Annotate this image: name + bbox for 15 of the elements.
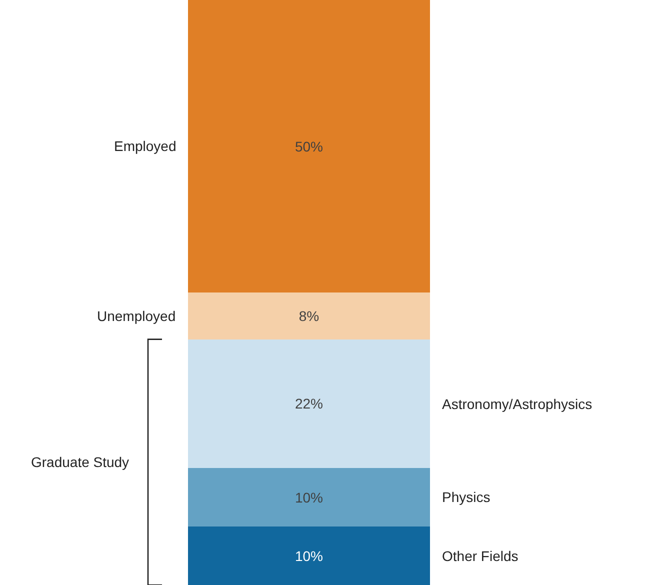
series-label: Other Fields [442, 548, 518, 564]
bar [188, 339, 430, 468]
data-label: 22% [294, 396, 324, 412]
data-label: 50% [294, 138, 324, 154]
bar [188, 292, 430, 340]
series-label: Physics [442, 489, 490, 505]
bar [188, 468, 430, 526]
data-label: 10% [294, 548, 324, 564]
series-label: Employed [114, 138, 176, 154]
bar [188, 526, 430, 585]
text: Graduate Study [31, 454, 130, 470]
series-label: Astronomy/Astrophysics [442, 396, 592, 412]
data-label: 10% [294, 489, 324, 506]
series-label: Unemployed [97, 308, 176, 324]
data-label: 8% [298, 308, 320, 324]
